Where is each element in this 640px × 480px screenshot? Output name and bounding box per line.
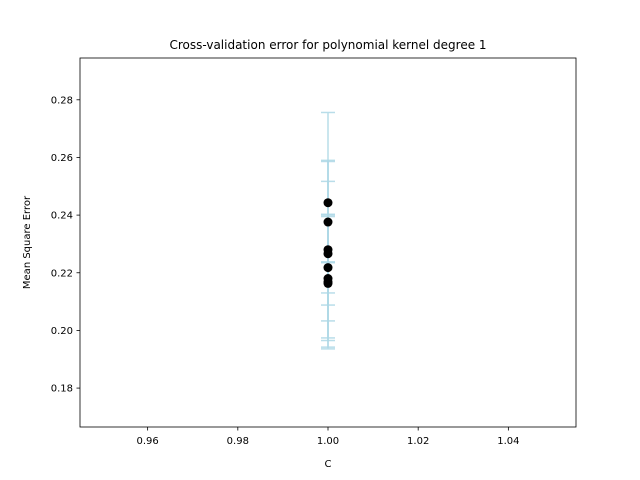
x-tick-label: 0.98 (227, 436, 249, 447)
y-tick-label: 0.26 (51, 153, 73, 164)
x-tick-label: 0.96 (137, 436, 159, 447)
y-axis: 0.18 0.20 0.22 0.24 0.26 0.28 (51, 95, 80, 395)
data-point (323, 249, 333, 259)
y-tick-label: 0.22 (51, 268, 73, 279)
x-axis: 0.96 0.98 1.00 1.02 1.04 (137, 427, 519, 447)
x-axis-label: C (325, 459, 332, 470)
data-point (323, 278, 333, 288)
y-tick-label: 0.24 (51, 211, 73, 222)
data-point (323, 263, 333, 273)
y-tick-label: 0.20 (51, 326, 73, 337)
x-tick-label: 1.02 (407, 436, 429, 447)
data-points (323, 198, 333, 288)
y-tick-label: 0.28 (51, 95, 73, 106)
y-tick-label: 0.18 (51, 384, 73, 395)
data-point (323, 217, 333, 227)
x-tick-label: 1.04 (497, 436, 519, 447)
x-tick-label: 1.00 (317, 436, 339, 447)
y-axis-label: Mean Square Error (22, 195, 33, 289)
data-point (323, 198, 333, 208)
error-bars (321, 111, 335, 350)
chart-title: Cross-validation error for polynomial ke… (169, 38, 486, 52)
